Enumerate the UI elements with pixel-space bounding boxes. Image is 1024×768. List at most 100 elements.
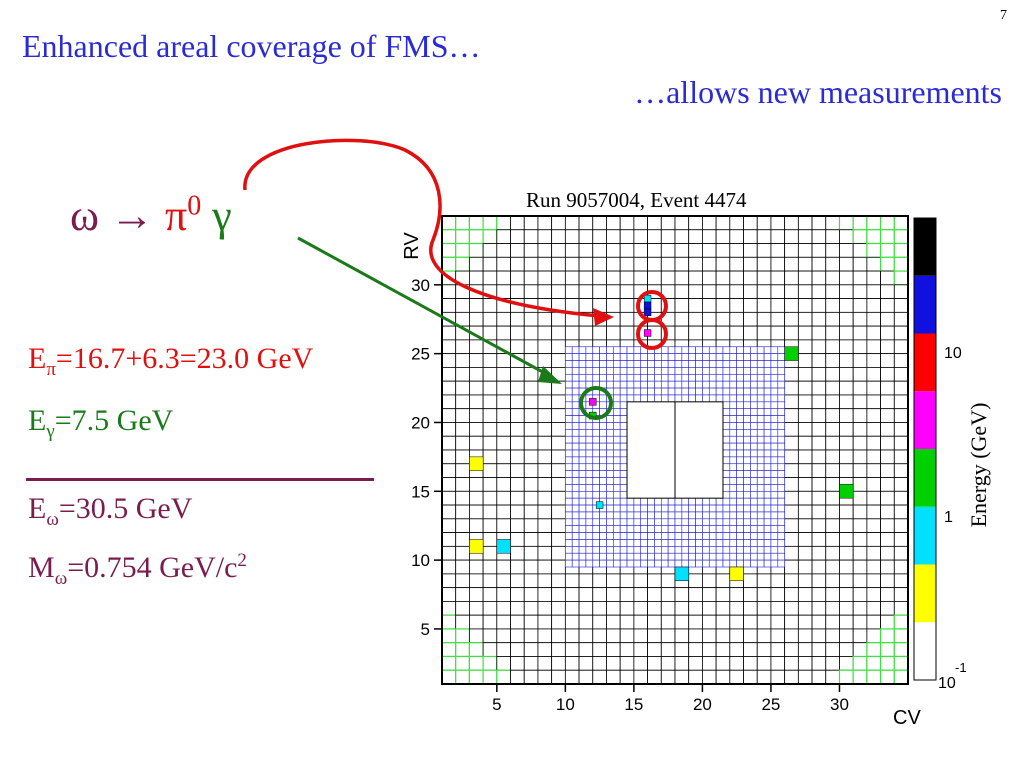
large-cell — [619, 270, 635, 286]
large-cell — [455, 573, 470, 589]
small-cell — [674, 552, 683, 561]
omega-mass: Mω=0.754 GeV/c2 — [28, 550, 247, 590]
small-cell — [756, 456, 765, 465]
large-cell — [880, 394, 895, 410]
large-cell — [797, 504, 813, 520]
large-cell — [688, 270, 703, 286]
large-cell — [660, 243, 676, 258]
x-tick-label: 15 — [624, 695, 643, 714]
small-cell — [565, 415, 573, 423]
large-cell — [537, 477, 553, 492]
large-cell — [606, 243, 621, 258]
large-cell — [564, 298, 580, 313]
small-cell — [681, 546, 690, 554]
large-cell — [469, 353, 484, 368]
small-cell — [619, 435, 628, 444]
large-cell — [756, 573, 772, 589]
large-cell — [702, 215, 717, 231]
small-cell — [756, 435, 765, 444]
small-cell — [606, 463, 614, 471]
small-cell — [743, 380, 751, 389]
large-cell — [482, 298, 498, 313]
large-cell — [893, 490, 909, 506]
large-cell — [523, 573, 539, 589]
large-cell — [729, 229, 744, 244]
small-cell — [750, 415, 758, 423]
large-cell — [551, 532, 566, 547]
small-cell — [777, 539, 785, 547]
large-cell — [866, 408, 881, 423]
large-cell — [482, 435, 498, 451]
small-cell — [592, 546, 600, 554]
small-cell — [770, 353, 779, 361]
large-cell — [496, 422, 511, 437]
large-cell — [811, 449, 827, 465]
large-cell — [537, 311, 553, 327]
large-cell — [797, 601, 813, 616]
small-cell — [565, 456, 573, 465]
small-cell — [599, 367, 607, 375]
large-cell — [688, 215, 703, 231]
large-cell — [743, 573, 758, 589]
large-cell — [606, 587, 621, 602]
small-cell — [599, 373, 607, 382]
small-cell — [654, 518, 662, 527]
small-cell — [626, 497, 635, 506]
small-cell — [585, 429, 594, 437]
large-cell — [647, 669, 662, 685]
large-cell — [469, 311, 484, 327]
small-cell — [756, 401, 765, 410]
large-cell — [743, 284, 758, 299]
large-cell — [564, 601, 580, 616]
small-cell — [729, 353, 737, 361]
large-cell — [715, 587, 731, 602]
small-cell — [619, 394, 628, 403]
edge-cell — [455, 628, 471, 644]
large-cell — [811, 298, 827, 313]
small-cell — [565, 484, 573, 492]
large-cell — [619, 298, 635, 313]
small-cell — [571, 504, 580, 513]
small-cell — [640, 552, 648, 561]
large-cell — [619, 256, 635, 272]
large-cell — [469, 339, 484, 355]
small-cell — [626, 546, 635, 554]
small-cell — [626, 532, 635, 540]
large-cell — [647, 256, 662, 272]
large-cell — [551, 614, 566, 630]
small-cell — [613, 484, 621, 492]
large-cell — [839, 229, 854, 244]
large-cell — [592, 587, 607, 602]
small-cell — [681, 394, 690, 403]
small-cell — [681, 497, 690, 506]
large-cell — [482, 394, 498, 410]
small-cell — [729, 429, 737, 437]
large-cell — [784, 669, 799, 685]
small-cell — [743, 456, 751, 465]
large-cell — [852, 559, 868, 575]
large-cell — [551, 559, 566, 575]
small-cell — [585, 532, 594, 540]
edge-cell — [468, 229, 484, 245]
large-cell — [743, 587, 758, 602]
large-cell — [606, 669, 621, 685]
small-cell — [702, 546, 710, 554]
small-cell — [756, 346, 765, 354]
large-cell — [784, 642, 799, 657]
small-cell — [571, 490, 580, 499]
large-cell — [797, 573, 813, 589]
large-cell — [756, 229, 772, 244]
large-cell — [551, 463, 566, 478]
large-cell — [688, 325, 703, 341]
small-cell — [674, 559, 683, 568]
large-cell — [537, 559, 553, 575]
small-cell — [592, 435, 600, 444]
edge-cell — [838, 669, 854, 685]
small-cell — [750, 442, 758, 451]
small-cell — [565, 394, 573, 403]
large-cell — [784, 601, 799, 616]
small-cell — [756, 373, 765, 382]
small-cell — [736, 463, 744, 471]
large-cell — [482, 573, 498, 589]
small-cell — [688, 394, 696, 403]
